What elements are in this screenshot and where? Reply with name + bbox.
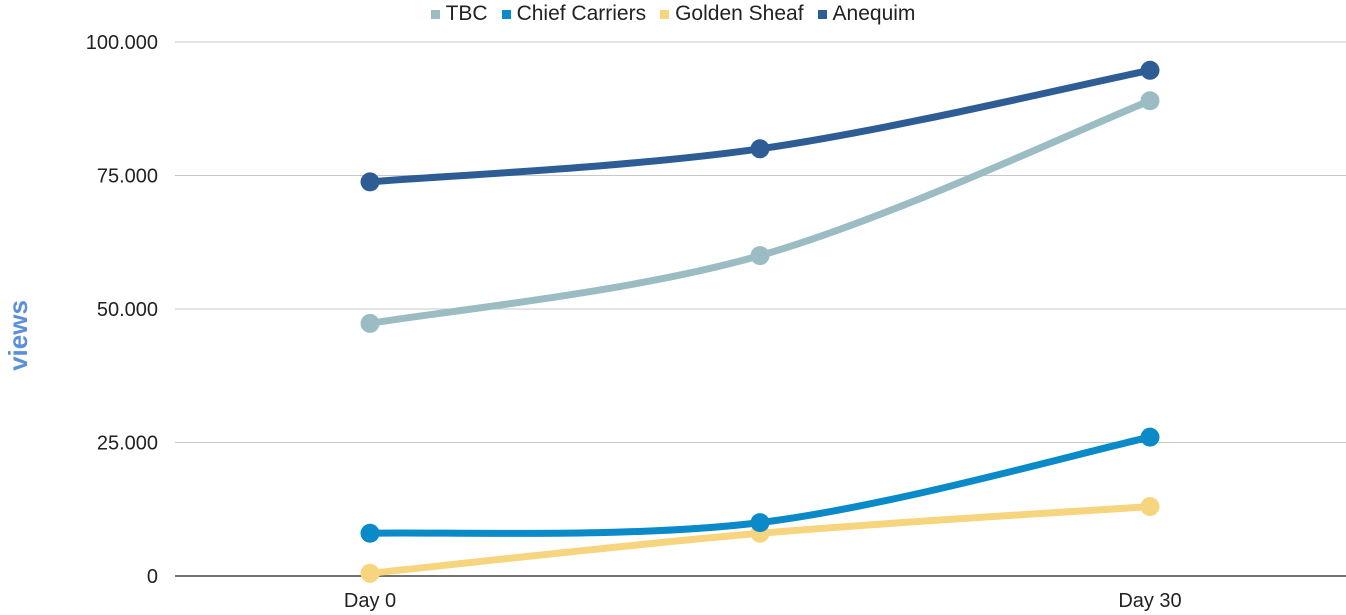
- y-tick-labels: 0 25.000 50.000 75.000 100.000: [86, 32, 158, 588]
- data-point-chief-carriers: [1140, 427, 1160, 447]
- data-point-anequim: [750, 139, 770, 159]
- series-line-anequim: [366, 66, 1154, 186]
- data-point-chief-carriers: [750, 513, 770, 533]
- legend-swatch-golden-sheaf: [660, 9, 670, 19]
- y-tick-label: 100.000: [86, 32, 158, 54]
- legend-label-anequim: Anequim: [832, 2, 916, 25]
- legend-label-tbc: TBC: [445, 2, 488, 25]
- legend-swatch-chief-carriers: [501, 9, 511, 19]
- legend-swatch-tbc: [430, 9, 440, 19]
- legend-item-tbc: TBC: [430, 2, 488, 26]
- legend-item-golden-sheaf: Golden Sheaf: [660, 2, 804, 26]
- y-tick-label: 50.000: [97, 299, 158, 321]
- x-tick-labels: Day 0 Day 30: [344, 590, 1182, 612]
- data-point-golden-sheaf: [360, 563, 380, 583]
- series-points: [360, 60, 1160, 583]
- y-tick-label: 75.000: [97, 166, 158, 188]
- y-tick-label: 0: [147, 566, 158, 588]
- data-point-anequim: [360, 172, 380, 192]
- x-tick-label: Day 0: [344, 590, 396, 612]
- data-point-chief-carriers: [360, 523, 380, 543]
- y-tick-label: 25.000: [97, 433, 158, 455]
- data-point-golden-sheaf: [1140, 497, 1160, 517]
- grid-lines: [175, 41, 1346, 577]
- legend-item-chief-carriers: Chief Carriers: [501, 2, 647, 26]
- legend-swatch-anequim: [817, 9, 827, 19]
- legend-label-chief-carriers: Chief Carriers: [516, 2, 647, 25]
- series-line-tbc: [366, 97, 1154, 327]
- legend-label-golden-sheaf: Golden Sheaf: [675, 2, 804, 25]
- data-point-tbc: [1140, 91, 1160, 111]
- data-point-tbc: [360, 313, 380, 333]
- data-point-anequim: [1140, 60, 1160, 80]
- legend-item-anequim: Anequim: [817, 2, 916, 26]
- x-tick-label: Day 30: [1118, 590, 1181, 612]
- data-point-tbc: [750, 246, 770, 266]
- legend: TBC Chief Carriers Golden Sheaf Anequim: [0, 2, 1346, 26]
